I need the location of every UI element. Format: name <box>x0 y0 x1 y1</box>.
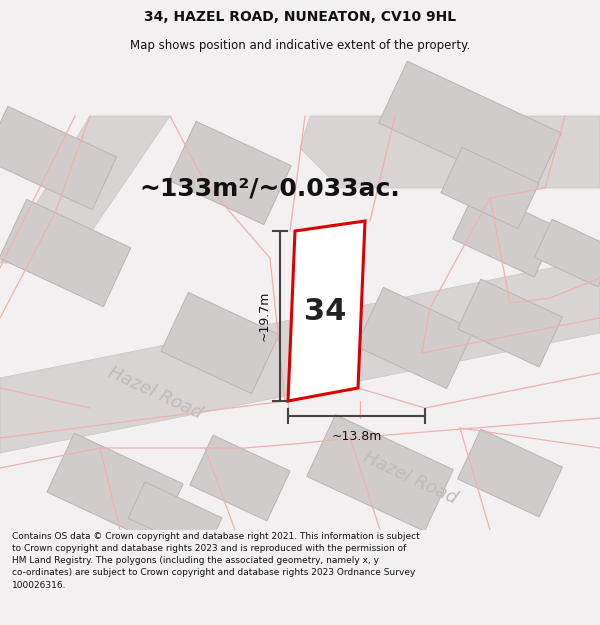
Text: Contains OS data © Crown copyright and database right 2021. This information is : Contains OS data © Crown copyright and d… <box>12 532 420 589</box>
Polygon shape <box>356 288 474 389</box>
Polygon shape <box>0 116 170 263</box>
Polygon shape <box>169 121 292 224</box>
Polygon shape <box>161 292 279 394</box>
Polygon shape <box>300 116 600 188</box>
Polygon shape <box>288 221 365 401</box>
Polygon shape <box>307 415 453 531</box>
Polygon shape <box>190 435 290 521</box>
Text: 34: 34 <box>304 296 346 326</box>
Polygon shape <box>0 199 131 307</box>
Polygon shape <box>47 433 183 542</box>
Text: Hazel Road: Hazel Road <box>360 448 460 508</box>
Polygon shape <box>458 429 562 517</box>
Polygon shape <box>441 148 539 229</box>
Polygon shape <box>535 219 600 287</box>
Polygon shape <box>128 482 222 554</box>
Text: Hazel Road: Hazel Road <box>105 363 205 423</box>
Text: ~133m²/~0.033ac.: ~133m²/~0.033ac. <box>140 176 400 200</box>
Text: ~19.7m: ~19.7m <box>257 291 271 341</box>
Polygon shape <box>379 61 562 195</box>
Text: ~13.8m: ~13.8m <box>331 429 382 442</box>
Polygon shape <box>458 279 562 367</box>
Text: Map shows position and indicative extent of the property.: Map shows position and indicative extent… <box>130 39 470 52</box>
Text: 34, HAZEL ROAD, NUNEATON, CV10 9HL: 34, HAZEL ROAD, NUNEATON, CV10 9HL <box>144 11 456 24</box>
Polygon shape <box>0 106 116 209</box>
Polygon shape <box>452 189 557 277</box>
Polygon shape <box>0 258 600 453</box>
